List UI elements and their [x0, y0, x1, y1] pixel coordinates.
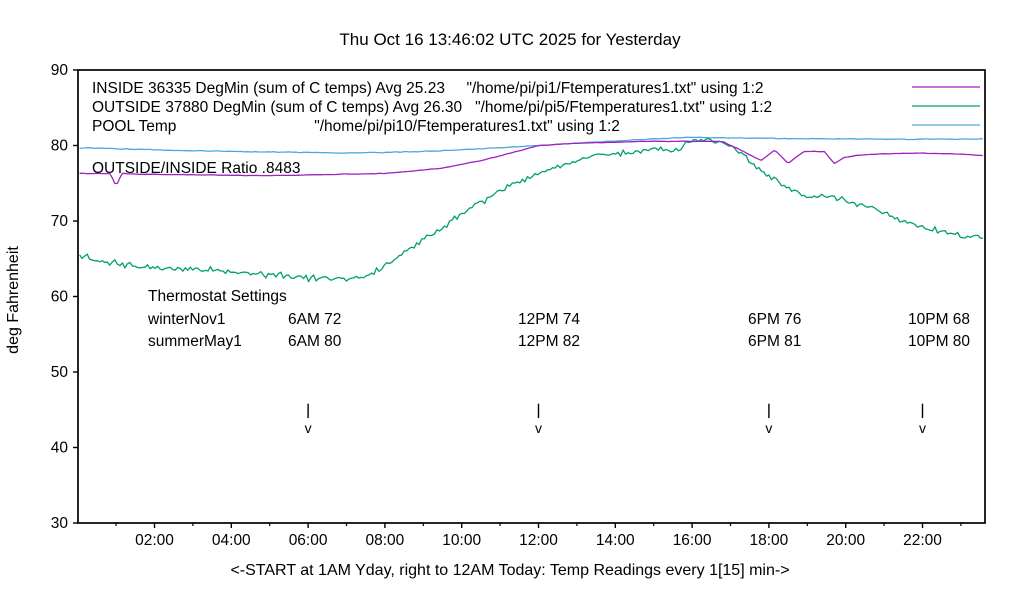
- svg-text:v: v: [305, 420, 312, 436]
- svg-text:v: v: [535, 420, 542, 436]
- svg-text:40: 40: [51, 440, 69, 457]
- svg-text:16:00: 16:00: [673, 532, 712, 549]
- svg-text:04:00: 04:00: [212, 532, 251, 549]
- svg-text:30: 30: [51, 515, 69, 532]
- svg-text:06:00: 06:00: [289, 532, 328, 549]
- svg-text:08:00: 08:00: [366, 532, 405, 549]
- svg-text:02:00: 02:00: [135, 532, 174, 549]
- svg-text:90: 90: [51, 62, 69, 79]
- svg-text:50: 50: [51, 364, 69, 381]
- svg-text:80: 80: [51, 138, 69, 155]
- svg-text:22:00: 22:00: [903, 532, 942, 549]
- svg-text:70: 70: [51, 213, 69, 230]
- svg-text:v: v: [919, 420, 926, 436]
- svg-text:60: 60: [51, 289, 69, 306]
- svg-text:12:00: 12:00: [519, 532, 558, 549]
- svg-text:10:00: 10:00: [442, 532, 481, 549]
- svg-text:18:00: 18:00: [750, 532, 789, 549]
- svg-text:14:00: 14:00: [596, 532, 635, 549]
- svg-text:deg Fahrenheit: deg Fahrenheit: [5, 246, 22, 354]
- svg-text:v: v: [765, 420, 772, 436]
- svg-text:20:00: 20:00: [826, 532, 865, 549]
